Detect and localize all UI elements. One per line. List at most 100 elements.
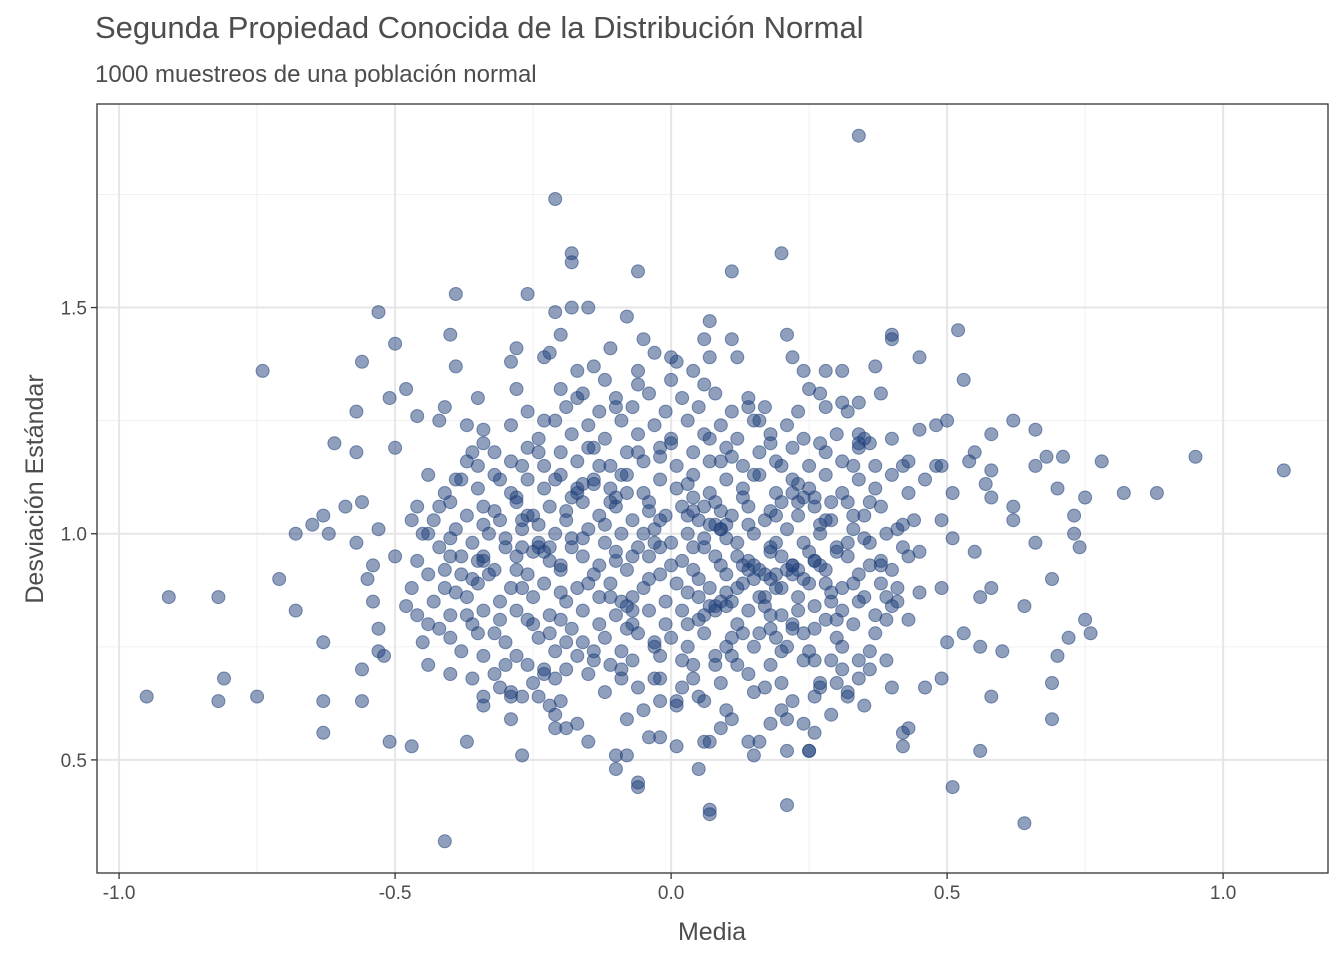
data-point — [691, 762, 706, 776]
data-point — [542, 698, 557, 713]
data-point — [757, 680, 772, 695]
data-point — [653, 449, 668, 464]
data-point — [421, 657, 436, 672]
data-point — [459, 418, 474, 433]
data-point — [614, 662, 629, 677]
data-point — [476, 698, 491, 713]
data-point — [995, 644, 1010, 659]
data-point — [846, 458, 861, 473]
data-point — [410, 608, 425, 623]
data-point — [470, 481, 485, 496]
data-point — [697, 626, 712, 641]
data-point — [680, 477, 695, 491]
data-point — [664, 372, 679, 387]
data-point — [752, 445, 767, 460]
data-point — [509, 341, 524, 356]
data-point — [791, 404, 806, 419]
data-point — [901, 721, 916, 736]
data-point — [404, 513, 419, 528]
data-point — [829, 427, 844, 442]
data-point — [835, 395, 850, 410]
data-point — [355, 354, 369, 369]
data-point — [713, 418, 728, 433]
data-point — [426, 513, 441, 528]
y-tick-label: 0.5 — [61, 751, 87, 772]
data-point — [901, 454, 916, 469]
data-point — [432, 413, 447, 428]
data-point — [575, 603, 590, 618]
data-point — [912, 585, 927, 600]
data-point — [581, 440, 596, 455]
data-point — [570, 716, 585, 731]
data-point — [873, 386, 888, 401]
data-point — [697, 531, 712, 546]
data-point — [813, 386, 828, 401]
data-point — [647, 635, 662, 650]
data-point — [675, 680, 690, 695]
data-point — [559, 635, 574, 650]
data-point — [421, 526, 436, 541]
data-point — [752, 413, 767, 428]
data-point — [1083, 626, 1098, 641]
data-point — [818, 400, 833, 415]
data-point — [702, 807, 717, 822]
data-point — [619, 309, 634, 324]
data-point — [868, 458, 883, 473]
data-point — [360, 572, 375, 586]
data-point — [504, 685, 518, 700]
data-point — [426, 594, 441, 609]
data-point — [1017, 816, 1032, 831]
data-point — [493, 612, 507, 627]
data-point — [559, 662, 574, 677]
data-point — [724, 404, 739, 419]
data-point — [774, 246, 789, 261]
data-point — [570, 648, 585, 663]
data-point — [796, 363, 811, 378]
data-point — [763, 608, 778, 623]
data-point — [355, 662, 369, 677]
data-point — [631, 377, 645, 392]
data-point — [481, 567, 496, 582]
data-point — [824, 585, 839, 600]
data-point — [680, 526, 695, 541]
data-point — [984, 490, 999, 505]
data-point — [355, 694, 369, 709]
data-point — [868, 608, 883, 623]
data-point — [575, 635, 590, 650]
data-point — [371, 621, 386, 636]
data-point — [774, 676, 789, 690]
data-point — [349, 404, 364, 419]
data-point — [371, 305, 386, 320]
data-point — [956, 372, 971, 387]
data-point — [515, 581, 530, 595]
data-point — [625, 400, 640, 415]
data-point — [592, 458, 607, 473]
data-point — [371, 522, 386, 537]
data-point — [1028, 535, 1043, 550]
data-point — [807, 653, 822, 668]
data-point — [884, 332, 899, 347]
data-point — [791, 508, 806, 523]
data-point — [553, 382, 568, 396]
data-point — [542, 540, 557, 555]
data-point — [559, 504, 574, 519]
data-point — [631, 680, 645, 695]
data-point — [1006, 499, 1021, 514]
data-point — [487, 504, 502, 519]
data-point — [504, 418, 518, 433]
data-point — [476, 549, 491, 564]
data-point — [680, 617, 695, 632]
data-point — [862, 495, 877, 510]
plot-border — [96, 103, 1329, 874]
data-point — [636, 486, 651, 500]
data-point — [139, 689, 154, 704]
data-point — [493, 472, 507, 487]
data-point — [840, 685, 855, 700]
data-point — [918, 680, 932, 695]
data-point — [586, 359, 601, 374]
data-point — [653, 472, 668, 487]
data-point — [642, 549, 656, 564]
data-point — [752, 590, 767, 605]
data-point — [746, 748, 761, 763]
data-point — [631, 427, 645, 442]
